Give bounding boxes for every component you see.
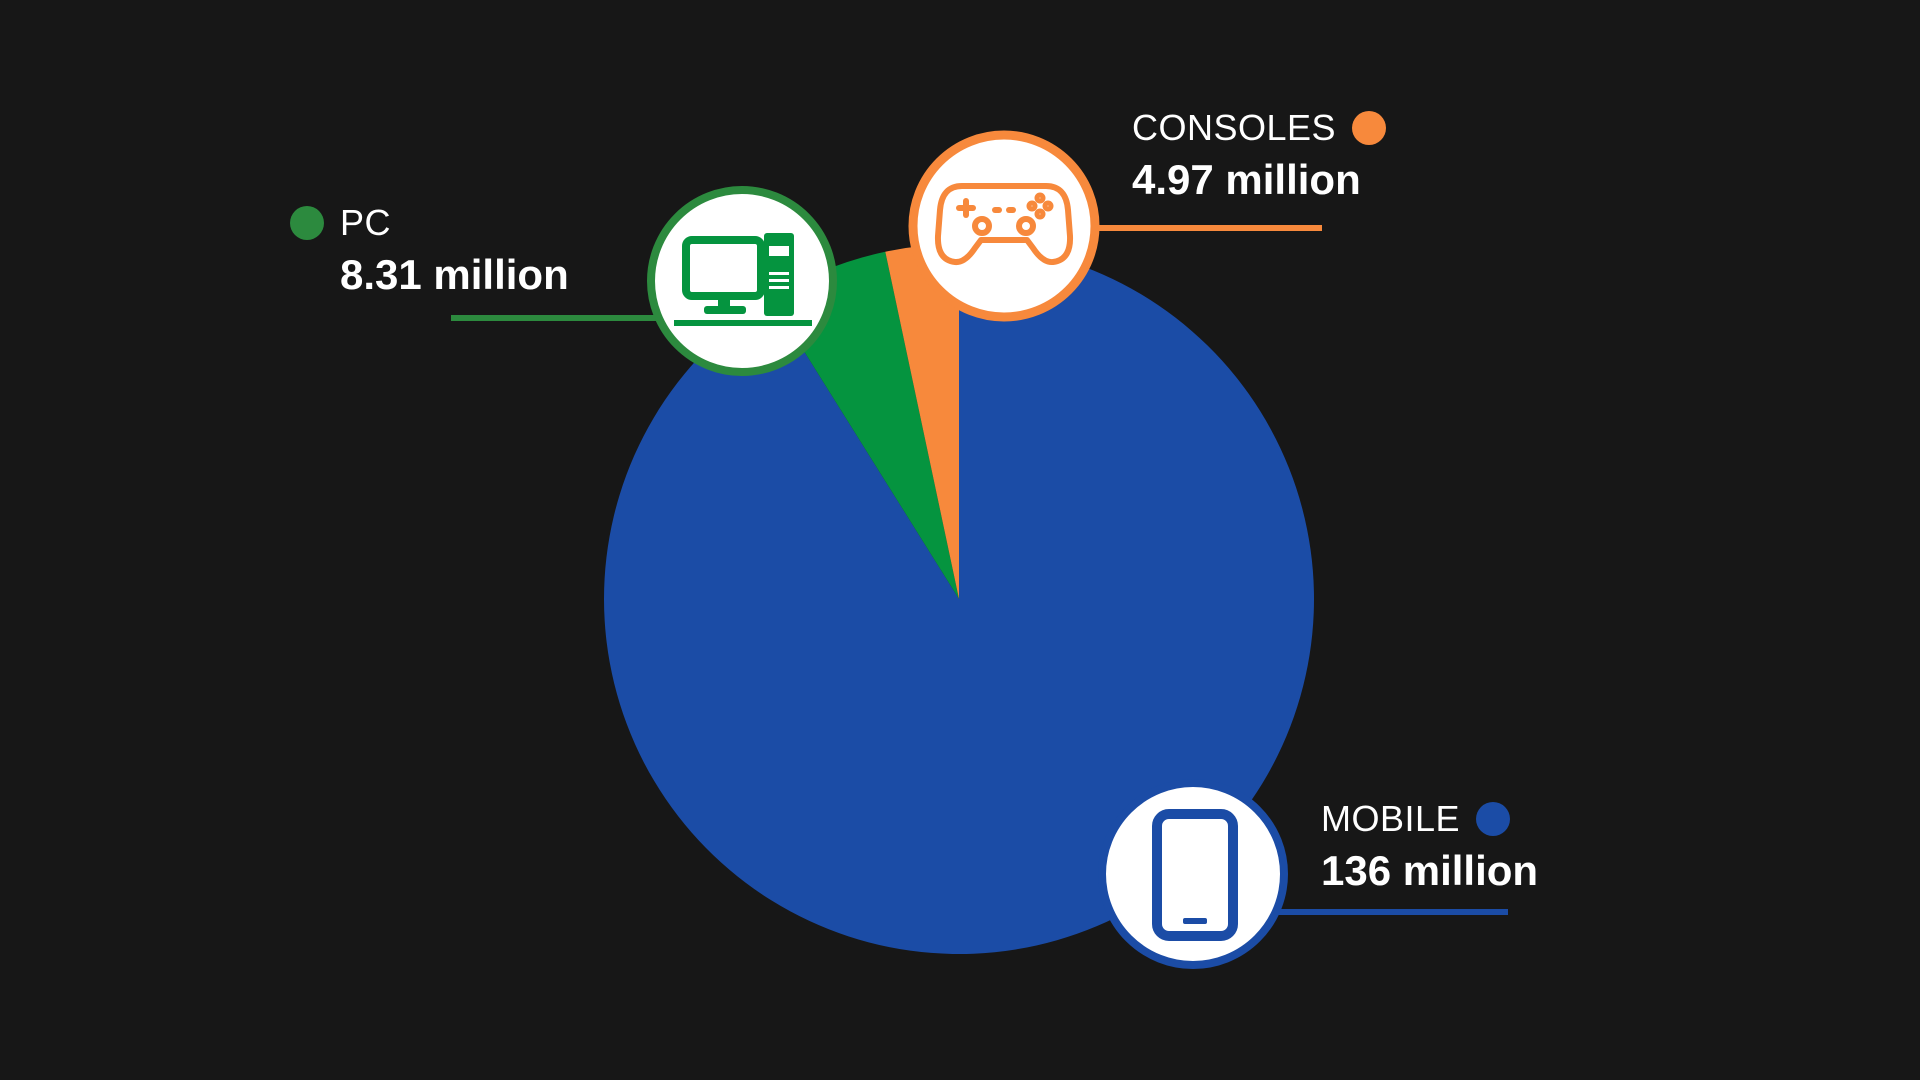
legend-pc: PC 8.31 million (290, 201, 569, 301)
legend-value-consoles: 4.97 million (1132, 156, 1361, 203)
legend-label-consoles: CONSOLES (1132, 107, 1337, 148)
gamepad-icon (934, 183, 1074, 266)
consoles-badge (908, 130, 1100, 322)
legend-value-pc: 8.31 million (340, 251, 569, 298)
legend-consoles: CONSOLES 4.97 million (1132, 106, 1387, 206)
pie-slice-pc (770, 251, 959, 600)
pc-badge-ring (647, 186, 837, 376)
pie-slice-consoles (885, 244, 959, 599)
legend-dot-pc (290, 206, 324, 240)
mobile-badge-ring (1098, 779, 1288, 969)
pie-slice-mobile (604, 244, 1315, 954)
mobile-badge (1098, 779, 1288, 969)
legend-label-pc: PC (340, 202, 392, 243)
desktop-computer-icon (674, 233, 812, 326)
legend-dot-consoles (1352, 111, 1387, 145)
smartphone-icon (1152, 809, 1238, 941)
legend-value-mobile: 136 million (1321, 847, 1539, 894)
pc-badge (647, 186, 837, 376)
legend-mobile: MOBILE 136 million (1321, 797, 1538, 897)
legend-label-mobile: MOBILE (1321, 798, 1461, 839)
consoles-badge-ring (908, 130, 1100, 322)
legend-dot-mobile (1476, 802, 1511, 836)
